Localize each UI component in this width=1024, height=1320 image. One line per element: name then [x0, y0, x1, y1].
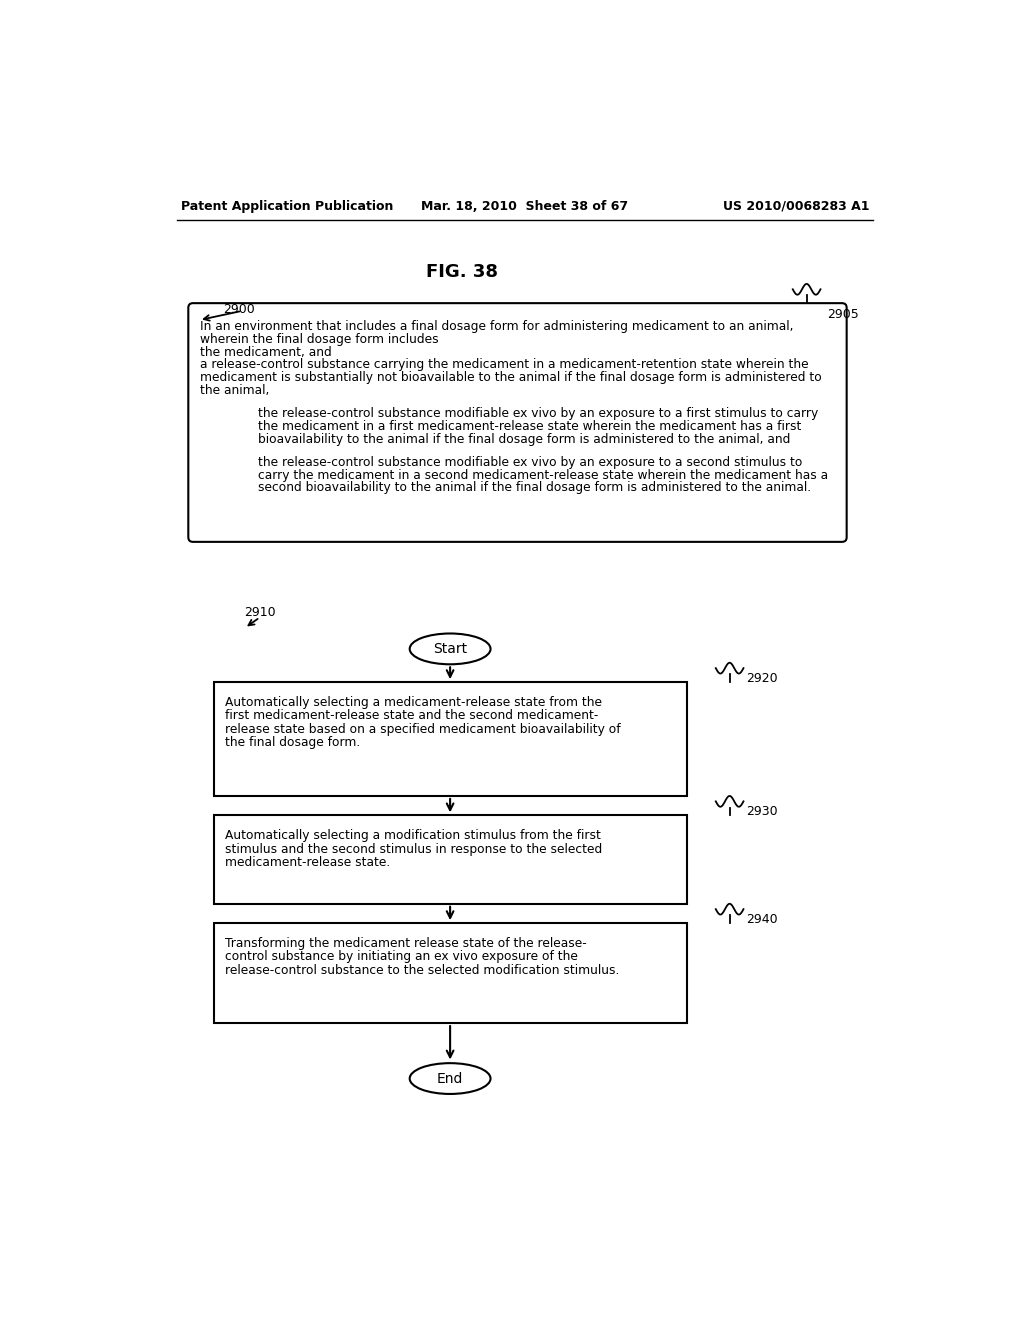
Text: medicament is substantially not bioavailable to the animal if the final dosage f: medicament is substantially not bioavail… — [200, 371, 821, 384]
Text: Automatically selecting a modification stimulus from the first: Automatically selecting a modification s… — [225, 829, 601, 842]
Text: the release-control substance modifiable ex vivo by an exposure to a first stimu: the release-control substance modifiable… — [258, 407, 818, 420]
Text: bioavailability to the animal if the final dosage form is administered to the an: bioavailability to the animal if the fin… — [258, 433, 790, 446]
Text: a release-control substance carrying the medicament in a medicament-retention st: a release-control substance carrying the… — [200, 358, 809, 371]
Text: FIG. 38: FIG. 38 — [426, 264, 498, 281]
Text: stimulus and the second stimulus in response to the selected: stimulus and the second stimulus in resp… — [225, 842, 602, 855]
Text: Transforming the medicament release state of the release-: Transforming the medicament release stat… — [225, 937, 587, 950]
Text: medicament-release state.: medicament-release state. — [225, 855, 390, 869]
Bar — [214, 682, 687, 796]
Text: Automatically selecting a medicament-release state from the: Automatically selecting a medicament-rel… — [225, 696, 602, 709]
Text: 2910: 2910 — [245, 606, 276, 619]
Text: 2940: 2940 — [746, 912, 778, 925]
Text: 2905: 2905 — [827, 308, 859, 321]
Text: release-control substance to the selected modification stimulus.: release-control substance to the selecte… — [225, 964, 620, 977]
Text: the medicament, and: the medicament, and — [200, 346, 332, 359]
Text: Mar. 18, 2010  Sheet 38 of 67: Mar. 18, 2010 Sheet 38 of 67 — [421, 199, 629, 213]
Text: the medicament in a first medicament-release state wherein the medicament has a : the medicament in a first medicament-rel… — [258, 420, 801, 433]
Text: 2900: 2900 — [223, 302, 255, 315]
Text: the final dosage form.: the final dosage form. — [225, 737, 360, 750]
Text: In an environment that includes a final dosage form for administering medicament: In an environment that includes a final … — [200, 321, 794, 333]
Text: US 2010/0068283 A1: US 2010/0068283 A1 — [723, 199, 869, 213]
Text: Patent Application Publication: Patent Application Publication — [180, 199, 393, 213]
Text: the animal,: the animal, — [200, 384, 269, 396]
Text: carry the medicament in a second medicament-release state wherein the medicament: carry the medicament in a second medicam… — [258, 469, 827, 482]
Text: wherein the final dosage form includes: wherein the final dosage form includes — [200, 333, 438, 346]
Text: Start: Start — [433, 642, 467, 656]
Text: 2920: 2920 — [746, 672, 778, 685]
Text: first medicament-release state and the second medicament-: first medicament-release state and the s… — [225, 709, 599, 722]
Text: the release-control substance modifiable ex vivo by an exposure to a second stim: the release-control substance modifiable… — [258, 455, 802, 469]
Text: control substance by initiating an ex vivo exposure of the: control substance by initiating an ex vi… — [225, 950, 579, 964]
Text: second bioavailability to the animal if the final dosage form is administered to: second bioavailability to the animal if … — [258, 482, 811, 495]
Bar — [214, 816, 687, 904]
Text: 2930: 2930 — [746, 805, 778, 818]
Ellipse shape — [410, 634, 490, 664]
FancyBboxPatch shape — [188, 304, 847, 543]
Text: release state based on a specified medicament bioavailability of: release state based on a specified medic… — [225, 723, 621, 735]
Text: End: End — [437, 1072, 463, 1085]
Ellipse shape — [410, 1063, 490, 1094]
Bar — [214, 923, 687, 1023]
